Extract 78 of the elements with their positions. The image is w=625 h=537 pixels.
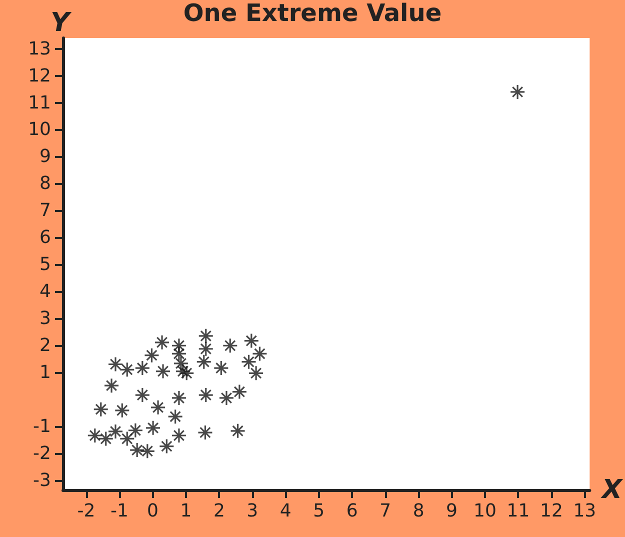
y-tick-label: 13 bbox=[28, 38, 51, 60]
point bbox=[155, 363, 171, 380]
x-tick-label: 4 bbox=[280, 500, 292, 522]
x-axis-title: X bbox=[600, 475, 624, 505]
y-tick-label: 1 bbox=[40, 362, 51, 384]
x-tick-label: 10 bbox=[474, 500, 496, 522]
point bbox=[145, 420, 161, 436]
point bbox=[104, 378, 120, 394]
chart-title: One Extreme Value bbox=[183, 0, 442, 27]
y-tick-label: 11 bbox=[28, 92, 51, 114]
y-tick-label: 8 bbox=[40, 173, 51, 194]
point bbox=[173, 356, 189, 372]
y-tick-label: 4 bbox=[40, 281, 51, 302]
point bbox=[98, 430, 114, 447]
point bbox=[222, 338, 238, 354]
point bbox=[198, 387, 214, 403]
y-tick-label: 7 bbox=[40, 200, 51, 222]
y-tick-label: -1 bbox=[33, 416, 51, 438]
point bbox=[150, 400, 166, 416]
x-tick-label: 7 bbox=[380, 500, 392, 522]
point bbox=[252, 346, 268, 362]
x-tick-label: 9 bbox=[446, 500, 458, 522]
point bbox=[158, 438, 174, 454]
y-tick-label: 6 bbox=[40, 227, 51, 248]
point bbox=[129, 442, 145, 458]
point bbox=[230, 423, 246, 439]
point bbox=[108, 424, 124, 440]
y-axis-title: Y bbox=[50, 8, 73, 38]
point bbox=[144, 348, 160, 364]
point bbox=[510, 84, 526, 100]
point bbox=[171, 346, 187, 362]
y-tick-label: 5 bbox=[40, 254, 51, 276]
x-tick-label: 12 bbox=[540, 500, 563, 522]
x-tick-label: 1 bbox=[180, 500, 192, 522]
point bbox=[171, 390, 187, 406]
x-tick-label: 3 bbox=[246, 500, 258, 522]
point bbox=[134, 387, 150, 403]
point bbox=[198, 341, 214, 357]
point bbox=[93, 402, 109, 418]
point bbox=[240, 354, 257, 370]
point bbox=[154, 334, 170, 350]
x-tick-label: 13 bbox=[573, 500, 596, 522]
point bbox=[218, 390, 234, 406]
x-tick-label: 5 bbox=[313, 500, 325, 522]
point bbox=[119, 430, 135, 447]
point bbox=[114, 402, 130, 418]
point bbox=[108, 356, 124, 372]
point bbox=[171, 338, 187, 354]
x-tick-label: -1 bbox=[110, 500, 128, 522]
x-tick-label: 11 bbox=[506, 500, 530, 522]
y-tick-label: 3 bbox=[40, 308, 51, 330]
y-tick-label: 2 bbox=[40, 335, 51, 356]
point bbox=[178, 365, 194, 381]
y-tick-label: 9 bbox=[40, 146, 51, 168]
y-tick-label: 12 bbox=[28, 65, 51, 86]
point bbox=[244, 332, 260, 349]
point bbox=[128, 422, 144, 438]
x-tick-label: -2 bbox=[77, 500, 96, 522]
point bbox=[171, 428, 187, 444]
x-tick-label: 8 bbox=[412, 500, 424, 522]
point bbox=[119, 362, 135, 378]
point bbox=[134, 360, 150, 376]
x-tick-label: 2 bbox=[213, 500, 225, 522]
point bbox=[175, 363, 191, 380]
y-tick-label: -2 bbox=[33, 443, 51, 464]
point bbox=[196, 354, 212, 370]
point bbox=[168, 408, 184, 424]
point bbox=[232, 384, 248, 400]
x-tick-label: 6 bbox=[346, 500, 358, 522]
x-tick-label: 0 bbox=[146, 500, 158, 522]
point bbox=[213, 360, 229, 376]
point bbox=[140, 443, 156, 459]
point bbox=[248, 365, 264, 381]
y-tick-label: -3 bbox=[33, 470, 51, 492]
point bbox=[198, 328, 214, 344]
point bbox=[87, 428, 103, 444]
y-tick-label: 10 bbox=[28, 119, 51, 140]
point bbox=[197, 424, 214, 440]
